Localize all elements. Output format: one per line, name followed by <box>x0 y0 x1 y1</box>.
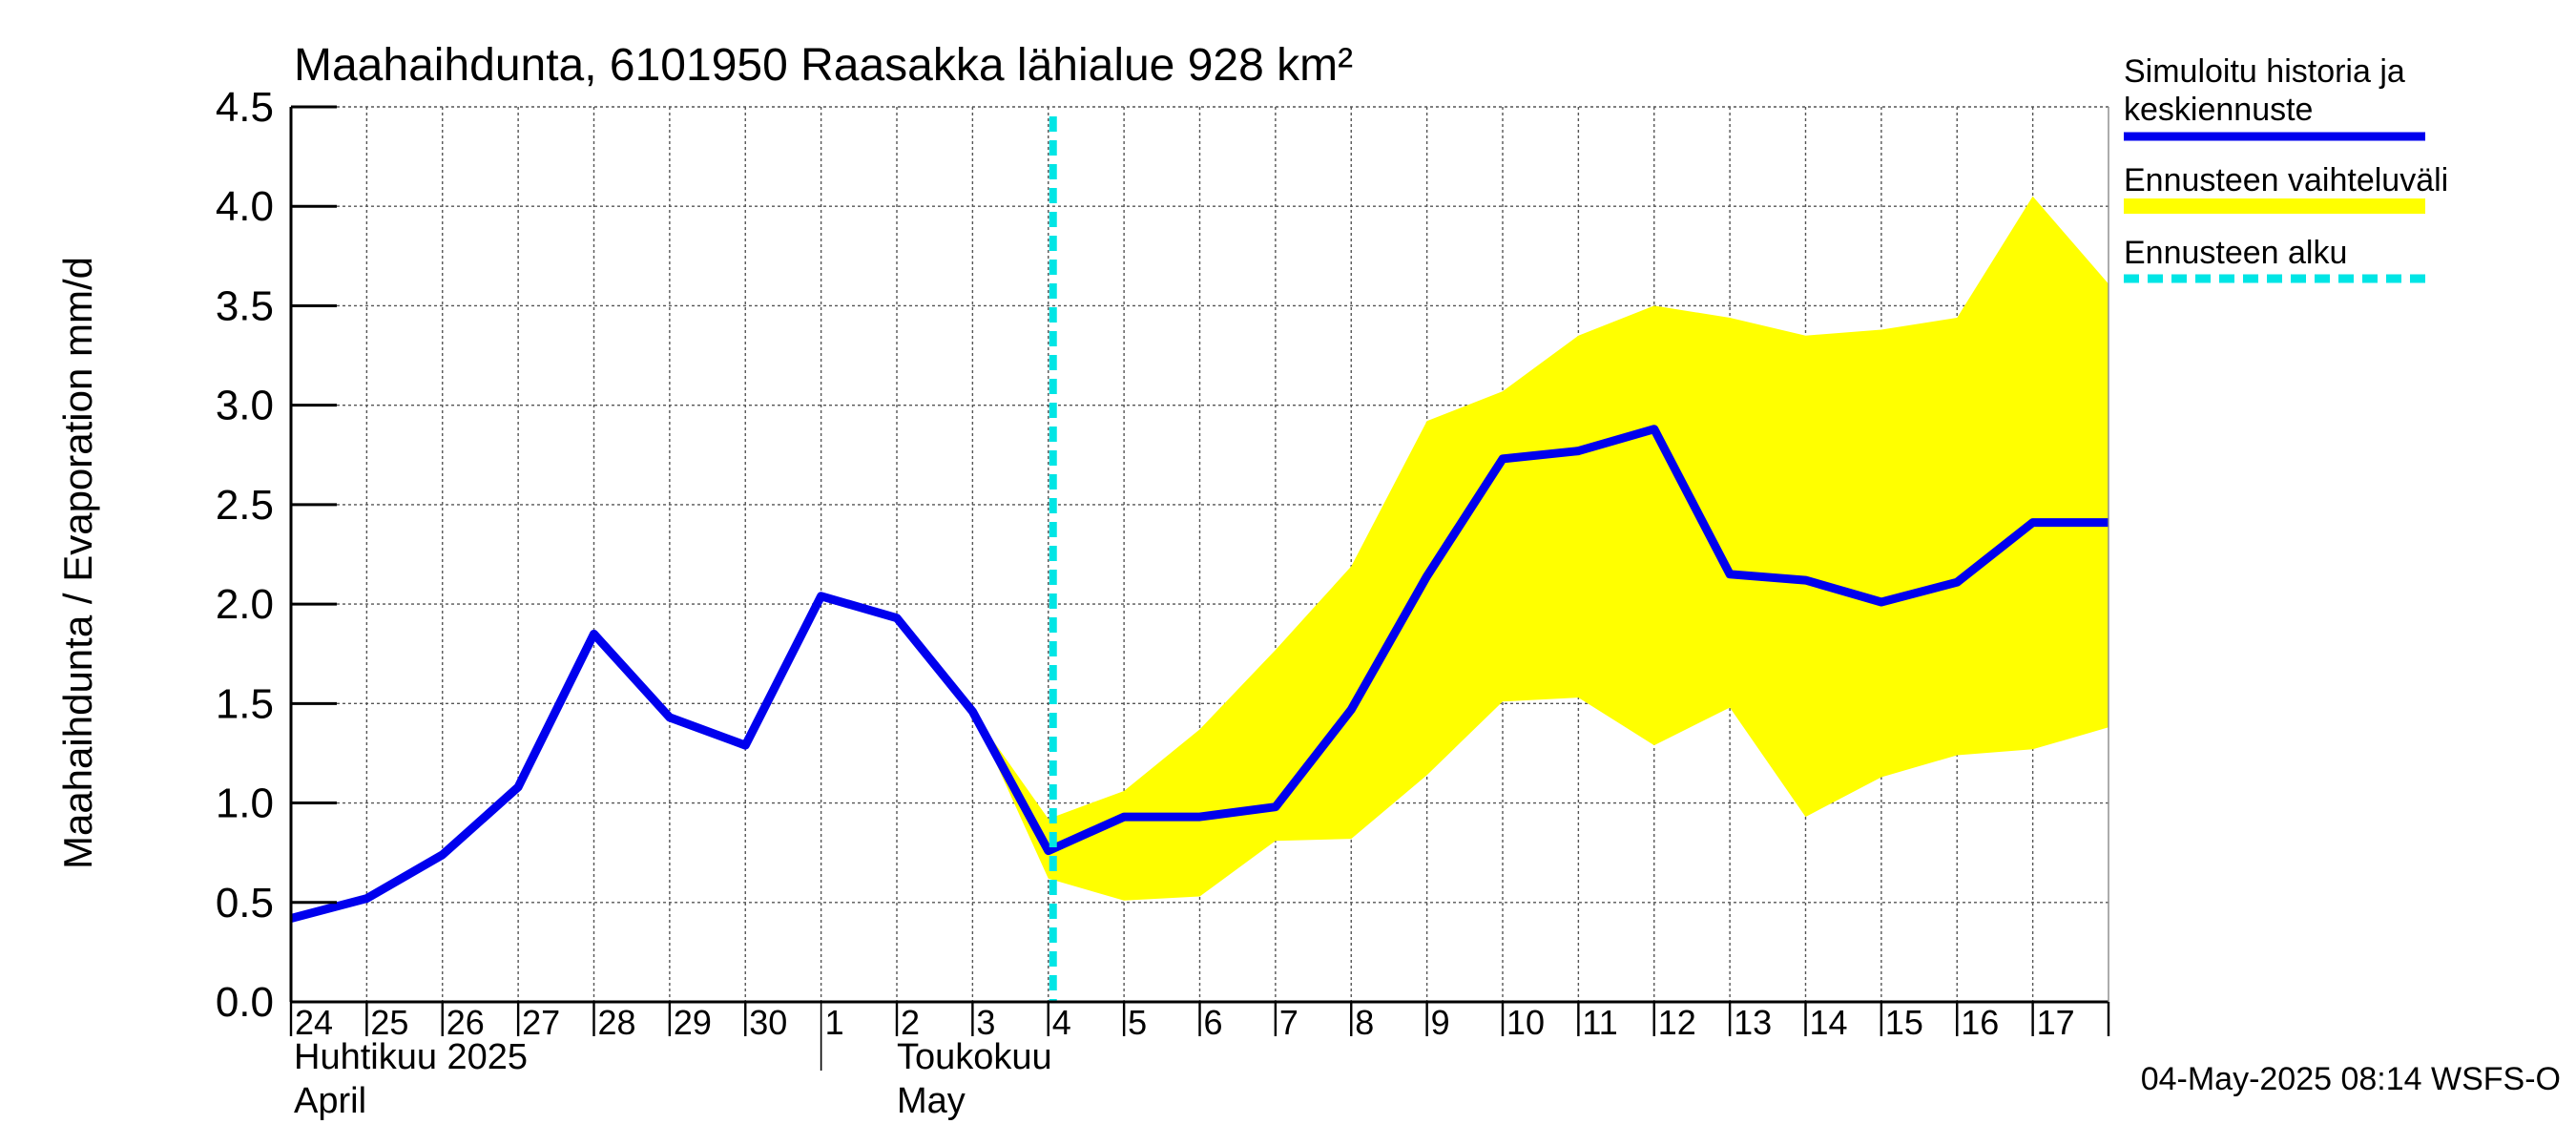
series-line-simulated <box>289 425 2109 923</box>
x-tick-label: 13 <box>1734 1003 1772 1042</box>
x-tick-label: 30 <box>749 1003 787 1042</box>
x-tick-label: 9 <box>1431 1003 1450 1042</box>
x-tick-label: 4 <box>1052 1003 1071 1042</box>
x-tick-label: 14 <box>1810 1003 1848 1042</box>
x-tick-label: 25 <box>370 1003 408 1042</box>
x-tick-label: 3 <box>976 1003 995 1042</box>
x-tick-layer: 24 25 26 27 28 29 30 1 2 3 4 5 6 7 8 9 10 11 12 13 14 15 16 17 <box>289 1002 2110 1071</box>
x-tick-label: 29 <box>674 1003 712 1042</box>
y-axis-label: Maahaihdunta / Evaporation mm/d <box>55 257 100 869</box>
y-tick-label: 3.5 <box>216 282 274 329</box>
legend-label-range: Ennusteen vaihteluväli <box>2124 162 2448 198</box>
legend: Simuloitu historia ja keskiennuste Ennus… <box>2124 53 2448 283</box>
x-tick-label: 10 <box>1506 1003 1545 1042</box>
x-tick-label: 12 <box>1658 1003 1696 1042</box>
y-tick-label: 2.5 <box>216 482 274 529</box>
month-label-may-line2: May <box>897 1081 966 1121</box>
y-tick-label: 3.0 <box>216 383 274 429</box>
y-tick-label: 4.0 <box>216 183 274 230</box>
y-tick-label: 1.0 <box>216 781 274 827</box>
x-tick-label: 24 <box>295 1003 333 1042</box>
x-tick-label: 17 <box>2037 1003 2075 1042</box>
x-tick-label: 26 <box>447 1003 485 1042</box>
x-tick-label: 16 <box>1961 1003 1999 1042</box>
y-tick-label: 0.0 <box>216 979 274 1026</box>
y-tick-layer: 0.0 0.5 1.0 1.5 2.0 2.5 3.0 3.5 4.0 4.5 <box>216 84 337 1026</box>
x-tick-label: 1 <box>825 1003 844 1042</box>
chart-title: Maahaihdunta, 6101950 Raasakka lähialue … <box>294 40 1353 91</box>
y-tick-label: 4.5 <box>216 84 274 131</box>
forecast-band-layer <box>972 196 2109 901</box>
x-tick-label: 6 <box>1204 1003 1223 1042</box>
series-line-layer <box>289 425 2109 923</box>
x-tick-label: 7 <box>1279 1003 1298 1042</box>
x-tick-label: 8 <box>1355 1003 1374 1042</box>
x-tick-label: 11 <box>1582 1003 1617 1042</box>
legend-label-forecast-start: Ennusteen alku <box>2124 235 2347 271</box>
x-tick-label: 27 <box>522 1003 560 1042</box>
y-tick-label: 0.5 <box>216 880 274 926</box>
forecast-range-band <box>972 196 2109 901</box>
legend-label-simulated-line2: keskiennuste <box>2124 92 2313 128</box>
y-tick-label: 1.5 <box>216 680 274 727</box>
month-label-april-line1: Huhtikuu 2025 <box>294 1037 528 1077</box>
x-tick-label: 2 <box>901 1003 920 1042</box>
x-tick-label: 5 <box>1128 1003 1147 1042</box>
month-label-april-line2: April <box>294 1081 366 1121</box>
x-tick-label: 15 <box>1885 1003 1923 1042</box>
y-tick-label: 2.0 <box>216 581 274 628</box>
x-tick-label: 28 <box>598 1003 636 1042</box>
timestamp-footer: 04-May-2025 08:14 WSFS-O <box>2141 1061 2561 1097</box>
legend-label-simulated-line1: Simuloitu historia ja <box>2124 53 2405 90</box>
month-label-may-line1: Toukokuu <box>897 1037 1052 1077</box>
